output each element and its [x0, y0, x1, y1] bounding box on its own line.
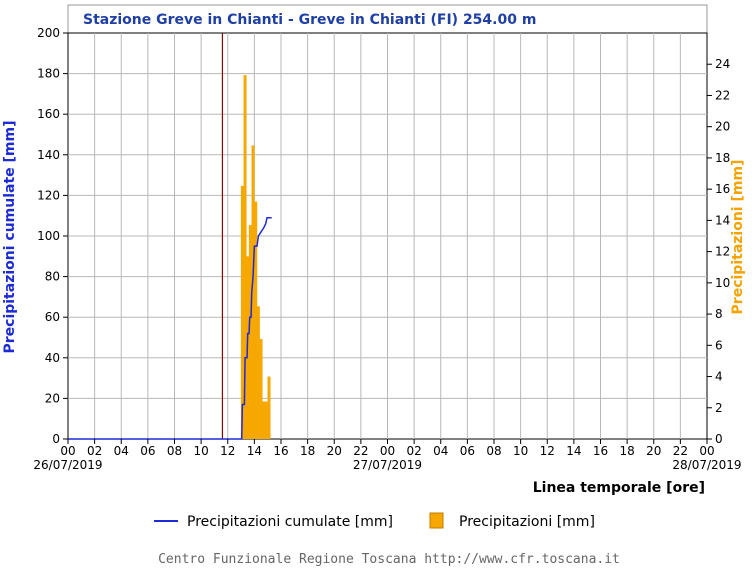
y-axis-left-label: Precipitazioni cumulate [mm] [2, 120, 18, 353]
x-tick-label: 18 [619, 444, 634, 458]
x-axis-label: Linea temporale [ore] [533, 480, 705, 496]
bar [264, 401, 268, 439]
x-tick-label: 06 [460, 444, 475, 458]
y-tick-right-label: 14 [715, 213, 730, 227]
y-tick-left-label: 60 [45, 310, 60, 324]
x-tick-label: 08 [167, 444, 182, 458]
x-tick-label: 02 [406, 444, 421, 458]
legend-line-label: Precipitazioni cumulate [mm] [187, 514, 393, 530]
x-tick-label: 10 [513, 444, 528, 458]
y-tick-right-label: 2 [715, 401, 723, 415]
y-tick-left-label: 200 [37, 26, 60, 40]
bar [254, 201, 258, 439]
x-tick-label: 00 [699, 444, 714, 458]
y-tick-left-label: 160 [37, 107, 60, 121]
bar-series-precipitazioni [240, 75, 271, 440]
x-tick-label: 04 [433, 444, 448, 458]
x-tick-label: 10 [193, 444, 208, 458]
x-tick-label: 16 [593, 444, 608, 458]
bar [256, 306, 260, 439]
y-tick-right-label: 8 [715, 307, 723, 321]
y-tick-right-label: 12 [715, 245, 730, 259]
y-tick-left-label: 100 [37, 229, 60, 243]
x-tick-label: 00 [380, 444, 395, 458]
chart-title: Stazione Greve in Chianti - Greve in Chi… [83, 12, 536, 28]
x-axis-dates: 26/07/2019 27/07/2019 28/07/2019 [33, 458, 741, 472]
x-date-label: 28/07/2019 [672, 458, 741, 472]
x-tick-label: 18 [300, 444, 315, 458]
x-tick-label: 06 [140, 444, 155, 458]
legend-bar-swatch [429, 512, 444, 529]
x-tick-label: 02 [87, 444, 102, 458]
x-tick-label: 14 [566, 444, 581, 458]
y-tick-left-label: 40 [45, 351, 60, 365]
x-tick-label: 00 [60, 444, 75, 458]
x-tick-label: 16 [273, 444, 288, 458]
y-tick-right-label: 0 [715, 432, 723, 446]
y-tick-right-label: 6 [715, 338, 723, 352]
y-tick-left-label: 0 [52, 432, 60, 446]
bar [267, 376, 271, 439]
y-tick-right-label: 22 [715, 88, 730, 102]
y-tick-right-label: 20 [715, 120, 730, 134]
x-tick-label: 12 [540, 444, 555, 458]
y-tick-right-label: 10 [715, 276, 730, 290]
bar [243, 75, 247, 440]
legend-bar-label: Precipitazioni [mm] [459, 514, 595, 530]
x-tick-label: 20 [327, 444, 342, 458]
y-axis-right-label: Precipitazioni [mm] [730, 160, 746, 315]
legend: Precipitazioni cumulate [mm] Precipitazi… [154, 512, 595, 530]
title-box [67, 4, 708, 34]
y-tick-left-label: 120 [37, 188, 60, 202]
y-tick-right-label: 18 [715, 151, 730, 165]
bar [262, 401, 266, 439]
y-tick-left-label: 140 [37, 148, 60, 162]
bar [240, 186, 244, 439]
x-tick-label: 08 [486, 444, 501, 458]
x-tick-label: 14 [247, 444, 262, 458]
y-tick-left-label: 180 [37, 67, 60, 81]
y-tick-right-label: 24 [715, 57, 730, 71]
grid-lines [68, 33, 707, 439]
x-tick-label: 22 [673, 444, 688, 458]
y-tick-right-label: 16 [715, 182, 730, 196]
x-axis-ticks: 00 02 04 06 08 10 12 14 16 18 20 22 00 02 04 06 08 10 12 14… [60, 439, 715, 458]
bar [248, 225, 252, 439]
y-axis-left-ticks: 0 20 40 60 80 100 120 140 160 180 200 [37, 26, 68, 446]
line-series-cumulate [68, 216, 272, 440]
footer-credit: Centro Funzionale Regione Toscana http:/… [158, 552, 620, 567]
x-date-label: 27/07/2019 [353, 458, 422, 472]
y-tick-left-label: 20 [45, 391, 60, 405]
x-date-label: 26/07/2019 [33, 458, 102, 472]
y-tick-left-label: 80 [45, 270, 60, 284]
x-tick-label: 04 [114, 444, 129, 458]
x-tick-label: 12 [220, 444, 235, 458]
y-tick-right-label: 4 [715, 370, 723, 384]
cumulative-line [68, 216, 272, 440]
bar [251, 145, 255, 439]
x-tick-label: 20 [646, 444, 661, 458]
bar [259, 339, 263, 439]
x-tick-label: 22 [353, 444, 368, 458]
